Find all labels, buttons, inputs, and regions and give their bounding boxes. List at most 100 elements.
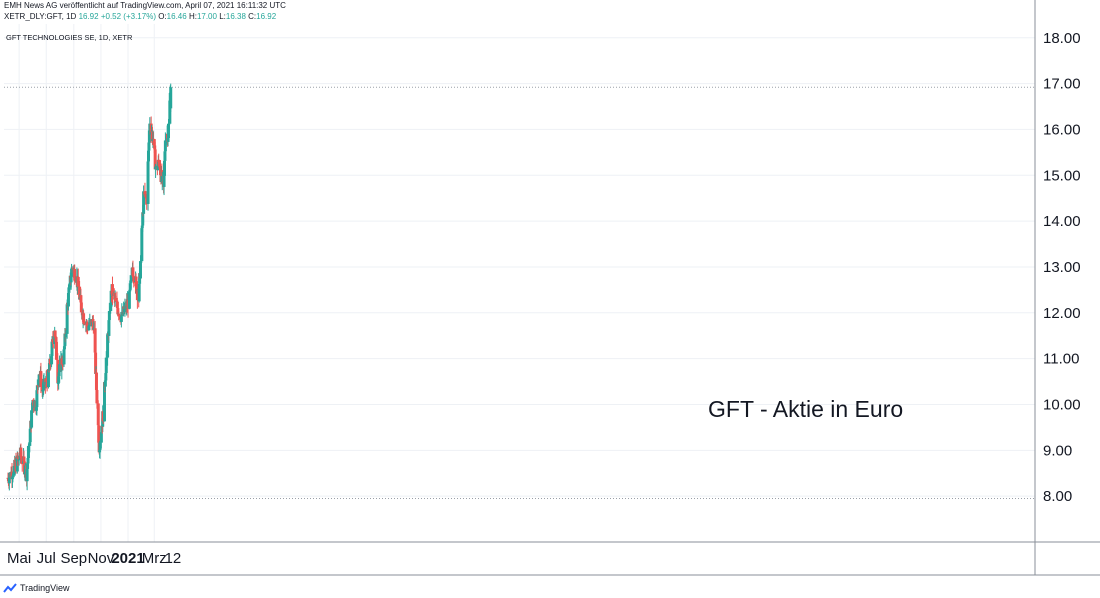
- candle-body: [51, 339, 55, 343]
- candle-body: [73, 268, 77, 281]
- close-value: 16.92: [256, 12, 277, 21]
- candle-body: [39, 371, 43, 387]
- candle-body: [157, 162, 161, 166]
- candle-body: [30, 410, 34, 428]
- publisher-line: EMH News AG veröffentlicht auf TradingVi…: [4, 1, 286, 10]
- candle-body: [146, 161, 150, 204]
- low-label: L:: [219, 12, 226, 21]
- candle-body: [134, 281, 138, 294]
- y-tick-label: 9.00: [1043, 442, 1072, 459]
- price-change: +0.52 (+3.17%): [100, 12, 156, 21]
- open-value: 16.46: [166, 12, 187, 21]
- candle-body: [107, 320, 111, 336]
- candle-body: [114, 298, 118, 301]
- candle-body: [47, 369, 51, 371]
- reference-lines: [4, 86, 1035, 499]
- candle-body: [78, 286, 82, 300]
- candle-body: [79, 295, 83, 303]
- candle-body: [58, 364, 62, 373]
- x-tick-label: Mrz: [142, 550, 167, 567]
- candle-body: [11, 475, 15, 478]
- candle-body: [66, 292, 70, 307]
- candle-body: [67, 287, 71, 293]
- y-tick-label: 15.00: [1043, 167, 1081, 184]
- candle-body: [94, 352, 98, 374]
- candle-body: [110, 284, 114, 296]
- y-tick-label: 13.00: [1043, 259, 1081, 276]
- tradingview-brand: TradingView: [20, 583, 70, 593]
- x-tick-label: 12: [165, 550, 182, 567]
- candle-body: [106, 334, 110, 358]
- candle-body: [25, 468, 29, 482]
- candle-body: [19, 447, 23, 457]
- ohlc-legend: XETR_DLY:GFT, 1D 16.92 +0.52 (+3.17%) O:…: [4, 12, 276, 21]
- y-tick-label: 16.00: [1043, 121, 1081, 138]
- candle-body: [104, 357, 108, 374]
- candle-body: [134, 276, 138, 282]
- candle-body: [141, 212, 145, 226]
- candle-body: [73, 280, 77, 282]
- candle-body: [94, 372, 98, 390]
- candle-body: [62, 349, 66, 365]
- y-tick-label: 11.00: [1043, 351, 1079, 368]
- candle-body: [137, 283, 141, 302]
- close-label: C:: [248, 12, 257, 21]
- candle-body: [142, 191, 146, 214]
- last-price: 16.92: [78, 12, 99, 21]
- axes: 18.00 17.00 16.00 15.00 14.00 13.00 12.00 11.00…: [0, 0, 1100, 576]
- y-tick-label: 17.00: [1043, 76, 1081, 93]
- candle-body: [87, 325, 91, 331]
- candle-body: [99, 432, 103, 443]
- high-value: 17.00: [196, 12, 217, 21]
- candle-body: [50, 356, 54, 365]
- candle-body: [82, 322, 86, 325]
- candle-body: [102, 382, 106, 422]
- candle-body: [36, 385, 40, 387]
- low-value: 16.38: [225, 12, 246, 21]
- candle-body: [169, 87, 173, 109]
- candle-body: [79, 302, 83, 313]
- candle-body: [129, 275, 133, 281]
- candle-body: [98, 442, 102, 451]
- candle-body: [116, 308, 120, 315]
- candle-body: [93, 328, 97, 353]
- candle-body: [82, 313, 86, 322]
- candle-body: [54, 341, 58, 360]
- candle-body: [135, 291, 139, 301]
- candle-body: [153, 149, 157, 170]
- candle-body: [26, 458, 30, 464]
- y-tick-label: 12.00: [1043, 305, 1081, 322]
- candle-body: [132, 281, 136, 283]
- candle-body: [56, 359, 60, 383]
- candle-body: [162, 160, 166, 176]
- candle-body: [65, 304, 69, 334]
- candle-body: [95, 389, 99, 404]
- candle-body: [117, 313, 121, 316]
- grid: [4, 24, 1035, 542]
- candle-body: [143, 191, 147, 196]
- candle-body: [103, 380, 107, 387]
- open-label: O:: [158, 12, 167, 21]
- candle-body: [107, 311, 111, 321]
- candle-body: [12, 465, 16, 476]
- candle-body: [127, 291, 131, 309]
- candle-body: [138, 261, 142, 279]
- x-tick-label: Mai: [7, 550, 31, 567]
- y-tick-label: 8.00: [1043, 488, 1072, 505]
- candle-body: [37, 374, 41, 386]
- candle-body: [140, 228, 144, 262]
- candle-body: [168, 100, 172, 124]
- candle-body: [64, 333, 68, 338]
- x-tick-label: 2021: [111, 550, 144, 567]
- y-tick-label: 10.00: [1043, 396, 1081, 413]
- candle-body: [69, 276, 73, 283]
- symbol-label[interactable]: XETR_DLY:GFT, 1D: [4, 12, 77, 21]
- tradingview-footer[interactable]: TradingView: [3, 580, 70, 596]
- x-tick-label: Nov: [88, 550, 115, 567]
- candle-body: [35, 390, 39, 408]
- x-tick-label: Sep: [60, 550, 87, 567]
- candle-body: [96, 403, 100, 426]
- candle-body: [61, 364, 65, 366]
- candle-body: [146, 150, 150, 162]
